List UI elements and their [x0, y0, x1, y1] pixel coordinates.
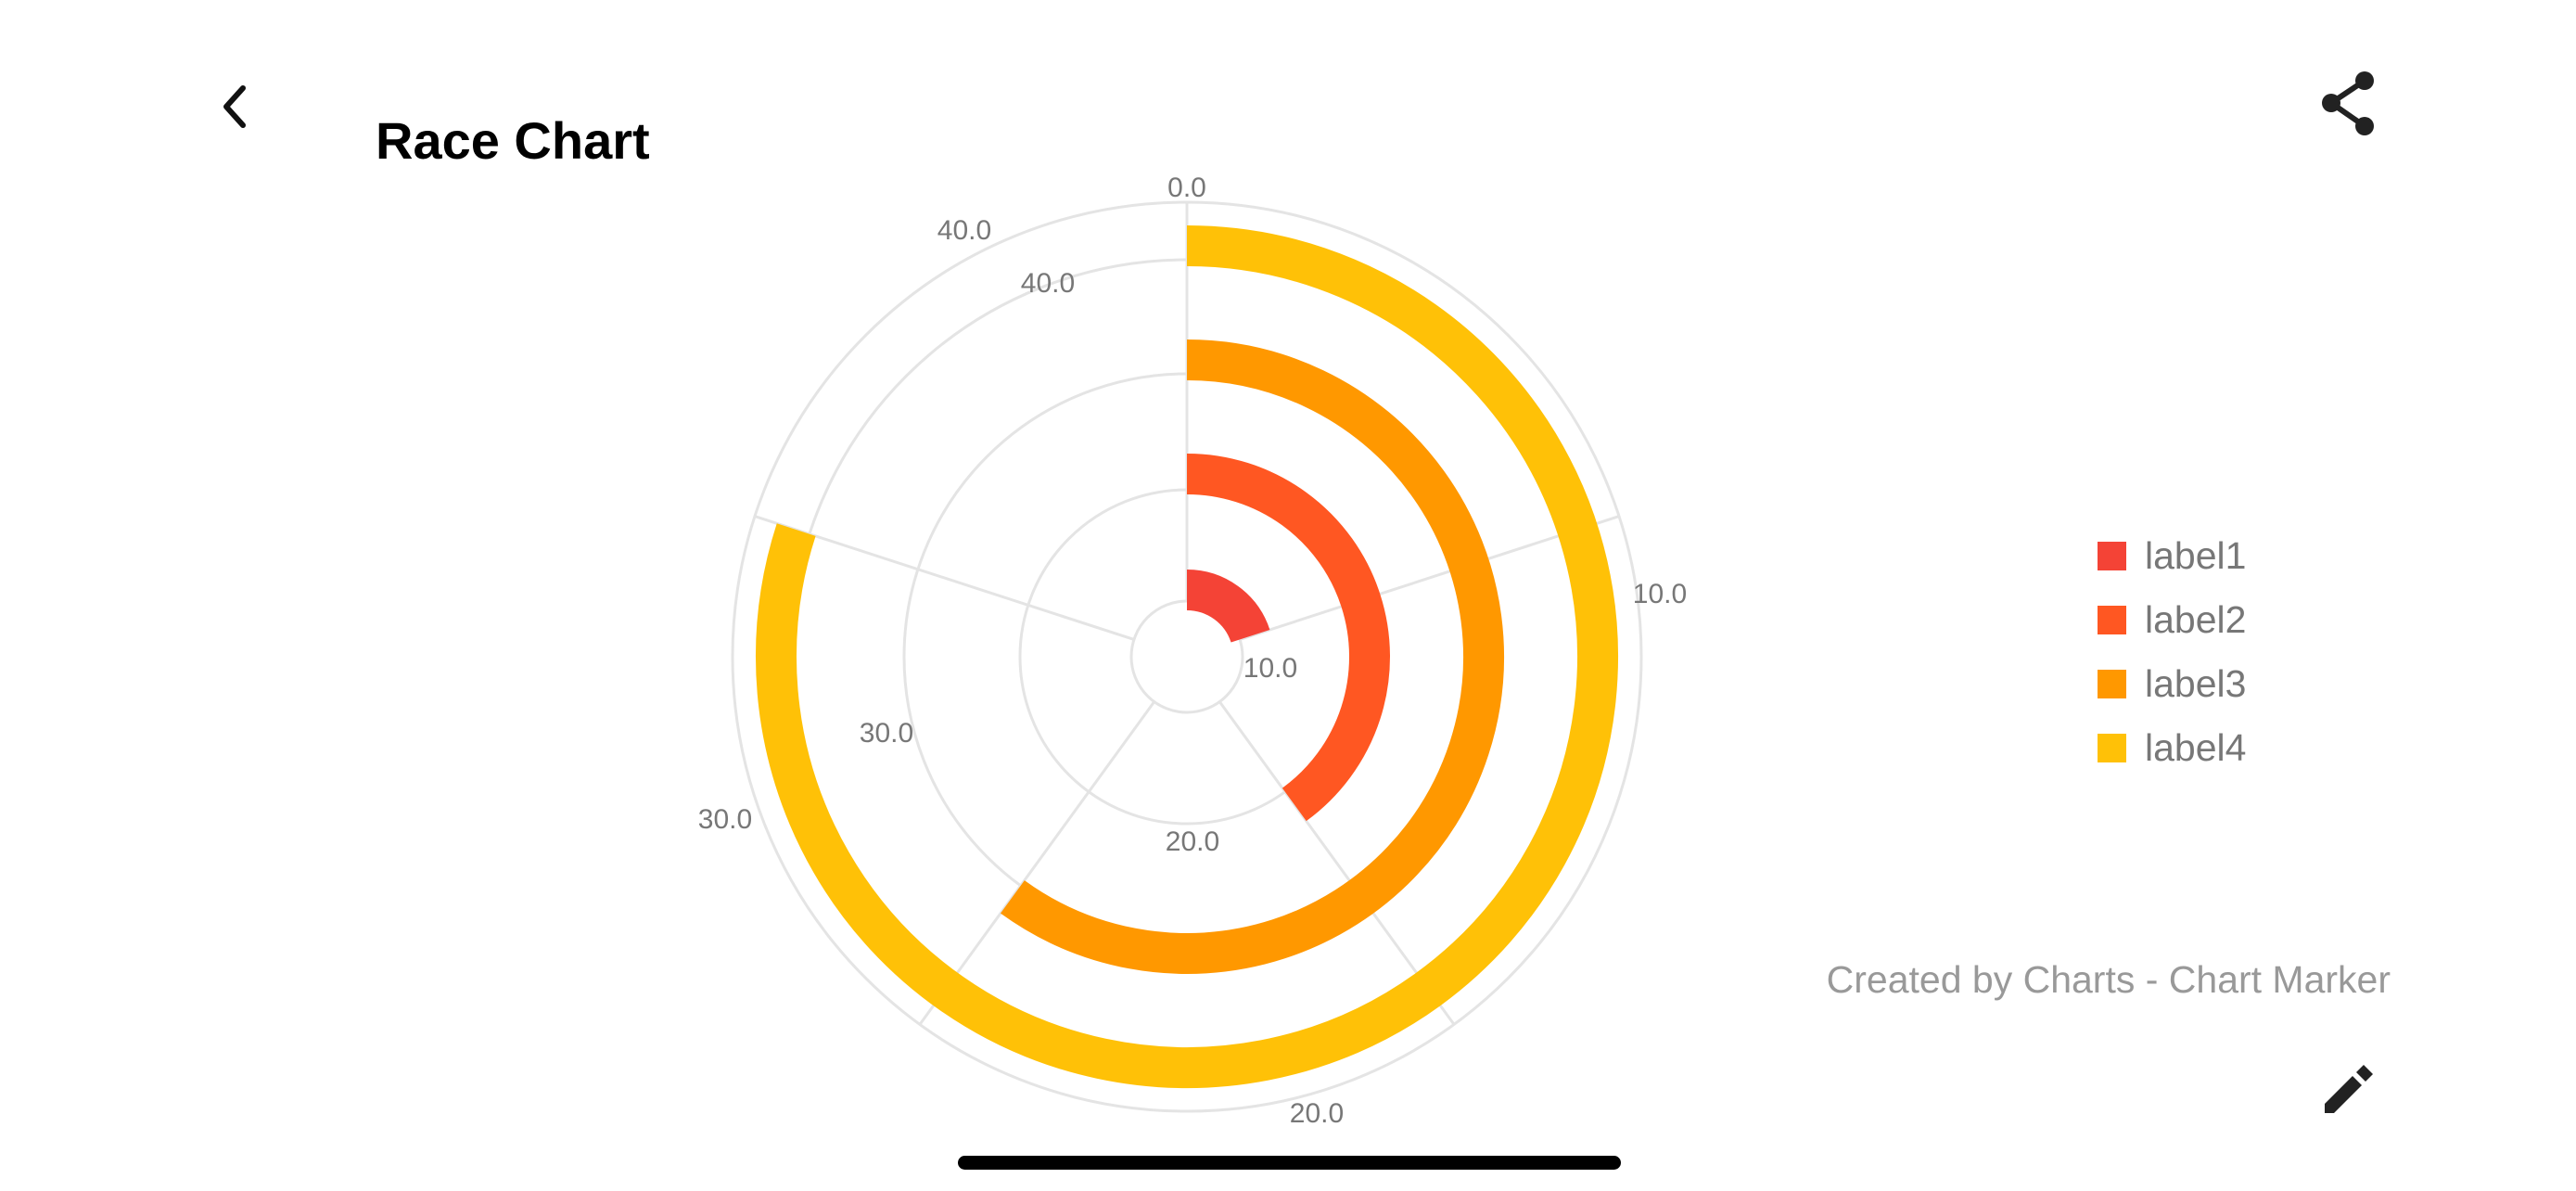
- legend-swatch: [2098, 734, 2126, 762]
- tick-label: 10.0: [1633, 579, 1687, 609]
- value-label: 10.0: [1243, 653, 1297, 684]
- grid-spoke: [1218, 700, 1456, 1026]
- grid-spoke: [1239, 515, 1620, 641]
- race-bar-label2: [1186, 454, 1390, 822]
- legend-label: label2: [2145, 598, 2247, 641]
- edit-button[interactable]: [2314, 1057, 2378, 1122]
- credit-text: Created by Charts - Chart Marker: [1826, 958, 2391, 1001]
- value-label: 30.0: [860, 718, 913, 749]
- chevron-left-icon: [223, 85, 246, 128]
- page-title: Race Chart: [376, 111, 650, 170]
- tick-label: 0.0: [1167, 173, 1206, 203]
- value-label: 40.0: [1021, 268, 1075, 299]
- race-bar-label4: [756, 225, 1618, 1088]
- legend-label: label1: [2145, 534, 2247, 577]
- legend: label1 label2 label3 label4: [2098, 524, 2246, 780]
- race-bar-label1: [1186, 570, 1270, 644]
- tick-label: 40.0: [937, 215, 991, 246]
- legend-swatch: [2098, 542, 2126, 570]
- value-label: 20.0: [1166, 826, 1219, 857]
- tick-label: 20.0: [1290, 1098, 1344, 1129]
- legend-item: label3: [2098, 652, 2246, 716]
- share-button[interactable]: [2318, 70, 2383, 139]
- home-indicator: [958, 1156, 1621, 1170]
- pencil-icon: [2325, 1065, 2373, 1113]
- legend-label: label4: [2145, 726, 2247, 769]
- legend-swatch: [2098, 670, 2126, 698]
- race-bar-label3: [1001, 339, 1504, 974]
- legend-item: label4: [2098, 716, 2246, 780]
- legend-item: label2: [2098, 588, 2246, 652]
- back-button[interactable]: [204, 74, 269, 139]
- grid-spoke: [918, 700, 1155, 1026]
- tick-label: 30.0: [698, 804, 752, 835]
- grid-spoke: [754, 515, 1135, 641]
- share-icon: [2322, 71, 2374, 135]
- legend-swatch: [2098, 606, 2126, 634]
- legend-label: label3: [2145, 662, 2247, 705]
- legend-item: label1: [2098, 524, 2246, 588]
